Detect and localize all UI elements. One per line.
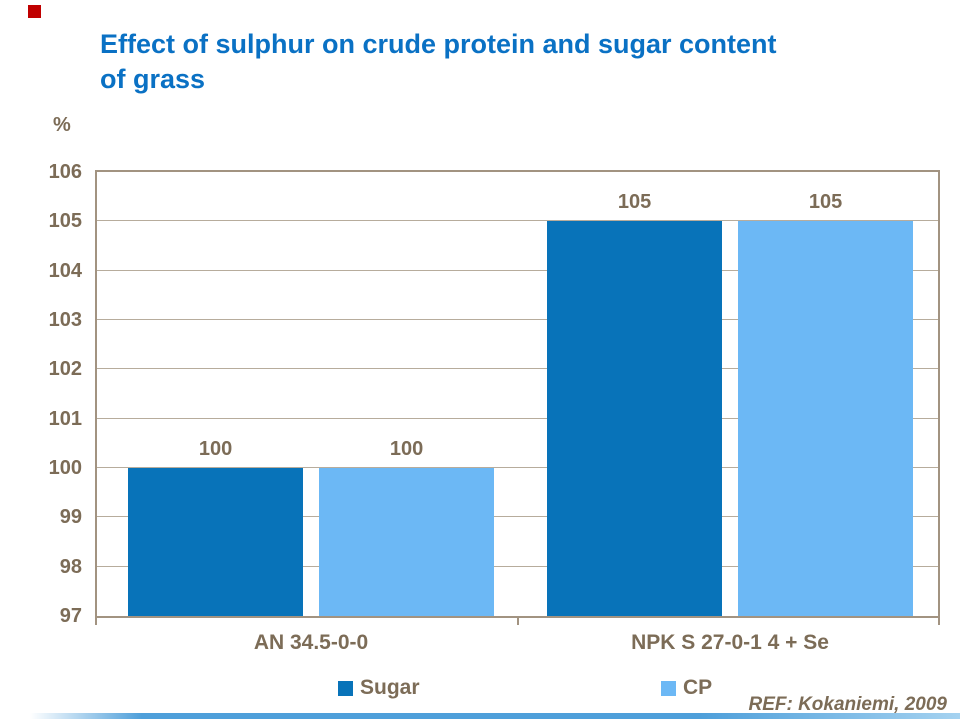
bars-layer: 100 100 105 105 xyxy=(97,172,938,616)
legend-label: CP xyxy=(683,676,713,699)
y-tick-label: 100 xyxy=(48,457,82,479)
bar-value-label: 105 xyxy=(808,191,843,214)
legend-item: CP xyxy=(661,676,712,700)
red-accent-square xyxy=(28,5,41,18)
reference-text: REF: Kokaniemi, 2009 xyxy=(748,694,947,715)
x-axis-tick xyxy=(938,616,940,625)
bar-value-label: 100 xyxy=(389,438,424,460)
y-tick-label: 103 xyxy=(48,309,82,331)
bar-cp xyxy=(738,221,914,616)
slide-title: Effect of sulphur on crude protein and s… xyxy=(100,29,777,94)
y-axis-tick-labels: 106 105 104 103 102 101 100 99 98 97 xyxy=(20,161,82,627)
x-axis-tick xyxy=(95,616,97,625)
gridline xyxy=(97,417,938,419)
chart-plot-area: 100 100 105 105 xyxy=(95,170,940,618)
bar-sugar xyxy=(547,221,723,616)
legend-label: Sugar xyxy=(360,676,420,699)
legend-item: Sugar xyxy=(338,676,420,700)
category-label: NPK S 27-0-1 4 + Se xyxy=(631,631,829,654)
gridline xyxy=(97,565,938,567)
x-axis-tick xyxy=(516,616,519,625)
x-axis-ticks xyxy=(95,616,940,625)
bar-value-label: 105 xyxy=(617,191,652,214)
y-tick-label: 104 xyxy=(48,259,82,282)
gridline xyxy=(97,516,938,518)
gridline xyxy=(97,319,938,320)
legend-swatch xyxy=(661,680,676,696)
gridline xyxy=(97,368,938,370)
x-axis-category-labels: AN 34.5-0-0 NPK S 27-0-1 4 + Se xyxy=(95,631,940,659)
y-tick-label: 101 xyxy=(48,407,82,430)
gridline xyxy=(97,269,938,271)
bar-sugar xyxy=(128,468,304,616)
gridlines-layer xyxy=(97,172,938,616)
footer-gradient-bar xyxy=(30,713,960,719)
y-axis-unit-label: % xyxy=(53,114,71,136)
bar-cp xyxy=(319,468,495,616)
gridline xyxy=(97,220,938,222)
y-tick-label: 105 xyxy=(48,210,82,233)
y-tick-label: 102 xyxy=(48,358,82,381)
chart-legend: Sugar CP xyxy=(0,676,960,702)
category-label: AN 34.5-0-0 xyxy=(253,631,369,654)
y-tick-label: 97 xyxy=(59,605,82,627)
y-tick-label: 106 xyxy=(48,161,82,183)
y-tick-label: 99 xyxy=(59,506,82,529)
y-tick-label: 98 xyxy=(59,555,82,578)
legend-swatch xyxy=(338,680,353,696)
gridline xyxy=(97,467,938,468)
bar-value-label: 100 xyxy=(198,438,233,460)
